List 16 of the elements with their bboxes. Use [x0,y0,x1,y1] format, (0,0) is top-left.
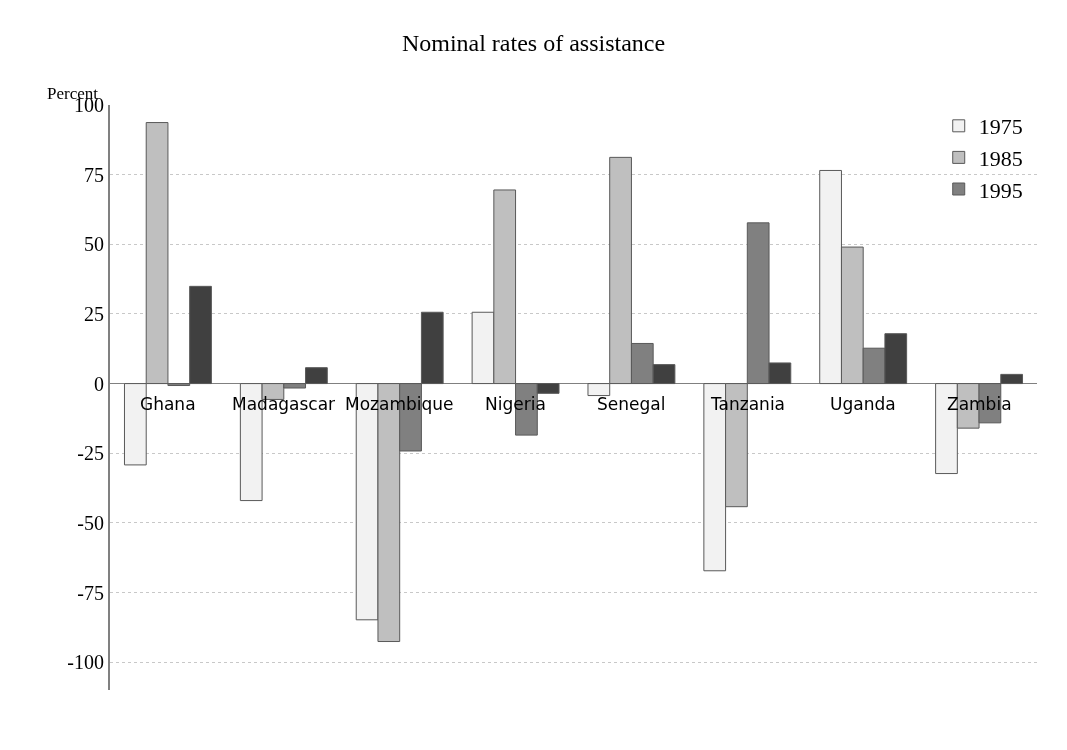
chart-title: Nominal rates of assistance [401,29,666,56]
y-tick-label: 0 [94,372,104,395]
y-tick-label: 75 [84,163,104,186]
y-tick-label: -100 [67,651,104,674]
y-tick-label: -75 [77,581,104,604]
x-tick-label: Ghana [140,394,196,414]
y-tick-label: -25 [77,442,104,465]
y-tick-label: 25 [84,302,104,325]
x-tick-label: Senegal [597,394,666,414]
y-tick-label: 50 [84,233,104,256]
legend-label: 1975 [978,114,1023,140]
legend-label: 1995 [978,177,1023,203]
y-tick-label: -50 [77,511,104,534]
x-tick-label: Zambia [947,394,1012,414]
x-tick-label: Uganda [830,394,896,414]
legend-label: 1985 [978,145,1023,171]
